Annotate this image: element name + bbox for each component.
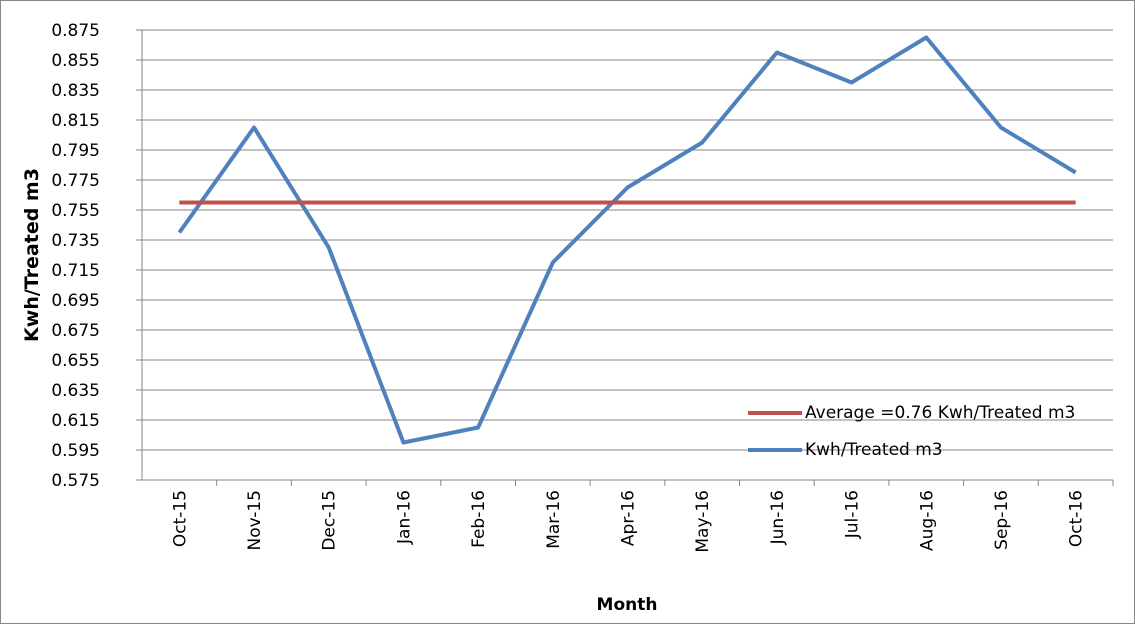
- x-tick-label: Oct-16: [1067, 490, 1087, 547]
- y-tick-label: 0.595: [51, 441, 100, 461]
- y-tick-label: 0.615: [51, 411, 100, 431]
- y-tick-label: 0.815: [51, 111, 100, 131]
- y-tick-label: 0.635: [51, 381, 100, 401]
- x-tick-label: May-16: [693, 490, 713, 553]
- y-tick-label: 0.755: [51, 201, 100, 221]
- y-tick-label: 0.695: [51, 291, 100, 311]
- x-tick-label: Jul-16: [843, 490, 863, 539]
- x-tick-label: Sep-16: [992, 490, 1012, 550]
- y-tick-label: 0.855: [51, 51, 100, 71]
- y-tick-label: 0.675: [51, 321, 100, 341]
- series-line: [177, 35, 1077, 445]
- y-tick-label: 0.795: [51, 141, 100, 161]
- x-tick-label: Dec-15: [320, 490, 340, 551]
- y-tick-label: 0.575: [51, 471, 100, 491]
- y-tick-label: 0.715: [51, 261, 100, 281]
- legend-label: Kwh/Treated m3: [805, 440, 943, 460]
- y-axis-title: Kwh/Treated m3: [21, 168, 43, 342]
- x-tick-label: Apr-16: [619, 490, 639, 546]
- x-tick-label: Jun-16: [768, 490, 788, 545]
- legend-label: Average =0.76 Kwh/Treated m3: [805, 403, 1076, 423]
- y-tick-label: 0.875: [51, 21, 100, 41]
- x-tick-label: Oct-15: [170, 490, 190, 547]
- x-tick-label: Aug-16: [917, 490, 937, 551]
- y-tick-label: 0.835: [51, 81, 100, 101]
- x-tick-label: Jan-16: [394, 490, 414, 545]
- x-tick-label: Nov-15: [245, 490, 265, 551]
- y-tick-label: 0.775: [51, 171, 100, 191]
- x-tick-label: Feb-16: [469, 490, 489, 548]
- y-tick-label: 0.735: [51, 231, 100, 251]
- x-tick-label: Mar-16: [544, 490, 564, 549]
- y-tick-label: 0.655: [51, 351, 100, 371]
- x-axis-title: Month: [597, 595, 658, 615]
